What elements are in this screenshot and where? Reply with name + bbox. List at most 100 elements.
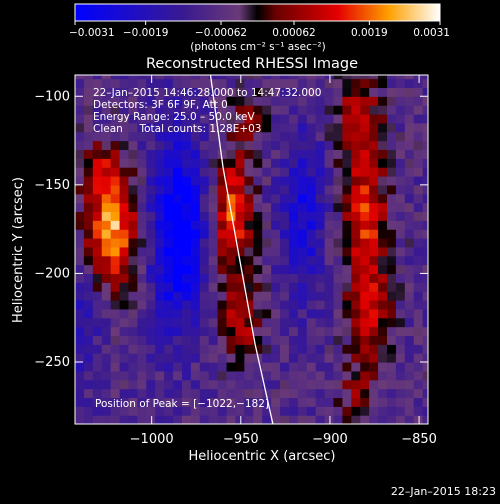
heatmap-cell (164, 113, 174, 124)
heatmap-cell (342, 308, 352, 319)
heatmap-cell (190, 282, 201, 292)
heatmap-cell (324, 299, 335, 310)
heatmap-cell (137, 75, 147, 80)
heatmap-cell (92, 87, 103, 97)
heatmap-cell (404, 202, 415, 213)
heatmap-cell (190, 96, 201, 106)
heatmap-cell (92, 122, 103, 133)
heatmap-cell (413, 370, 424, 381)
heatmap-cell (155, 149, 165, 159)
heatmap-image (75, 75, 428, 424)
heatmap-cell (190, 122, 201, 133)
heatmap-cell (369, 299, 379, 310)
heatmap-cell (226, 388, 237, 399)
heatmap-cell (155, 158, 165, 168)
heatmap-cell (271, 370, 281, 381)
heatmap-cell (119, 335, 130, 345)
heatmap-cell (190, 211, 201, 221)
heatmap-cell (324, 246, 335, 257)
heatmap-cell (101, 122, 112, 133)
heatmap-cell (155, 78, 165, 88)
heatmap-cell (271, 415, 281, 424)
heatmap-cell (155, 282, 165, 292)
heatmap-cell (422, 78, 428, 88)
heatmap-cell (413, 113, 424, 124)
heatmap-cell (92, 335, 103, 345)
heatmap-cell (244, 87, 254, 97)
heatmap-cell (315, 273, 326, 283)
heatmap-cell (164, 299, 174, 310)
heatmap-cell (128, 229, 138, 239)
heatmap-cell (244, 149, 254, 159)
heatmap-cell (181, 105, 192, 115)
heatmap-cell (306, 229, 317, 239)
heatmap-cell (386, 149, 397, 159)
heatmap-cell (190, 237, 201, 248)
heatmap-cell (360, 211, 370, 221)
heatmap-cell (235, 379, 245, 390)
heatmap-cell (75, 317, 85, 328)
heatmap-cell (315, 140, 326, 151)
heatmap-cell (306, 317, 317, 328)
heatmap-cell (190, 344, 201, 354)
heatmap-cell (288, 299, 299, 310)
heatmap-cell (280, 122, 290, 133)
heatmap-cell (297, 379, 308, 390)
heatmap-cell (83, 113, 94, 124)
heatmap-cell (146, 308, 156, 319)
heatmap-cell (226, 379, 237, 390)
heatmap-cell (315, 317, 326, 328)
heatmap-cell (83, 264, 94, 275)
heatmap-cell (190, 158, 201, 168)
heatmap-cell (235, 388, 245, 399)
heatmap-cell (244, 96, 254, 106)
heatmap-cell (110, 353, 121, 363)
x-tick-label: −1000 (130, 432, 174, 447)
heatmap-cell (342, 211, 352, 221)
heatmap-cell (208, 379, 219, 390)
heatmap-cell (404, 415, 415, 424)
heatmap-cell (226, 202, 237, 213)
heatmap-cell (173, 264, 183, 275)
heatmap-cell (324, 353, 335, 363)
heatmap-cell (422, 175, 428, 186)
heatmap-cell (297, 237, 308, 248)
heatmap-cell (378, 211, 388, 221)
heatmap-cell (110, 229, 121, 239)
heatmap-cell (288, 211, 299, 221)
x-tick-label: −900 (312, 432, 348, 447)
heatmap-cell (137, 379, 147, 390)
heatmap-cell (315, 291, 326, 301)
heatmap-cell (92, 388, 103, 399)
heatmap-cell (101, 87, 112, 97)
heatmap-cell (378, 87, 388, 97)
heatmap-cell (146, 282, 156, 292)
heatmap-cell (297, 291, 308, 301)
heatmap-cell (119, 397, 130, 407)
heatmap-cell (262, 113, 272, 124)
heatmap-cell (181, 255, 192, 266)
heatmap-cell (164, 282, 174, 292)
heatmap-cell (101, 113, 112, 124)
heatmap-cell (164, 175, 174, 186)
heatmap-cell (324, 96, 335, 106)
heatmap-cell (75, 184, 85, 195)
heatmap-cell (199, 167, 210, 177)
heatmap-cell (217, 246, 228, 257)
heatmap-cell (413, 291, 424, 301)
heatmap-cell (199, 273, 210, 283)
heatmap-cell (110, 326, 121, 337)
heatmap-cell (110, 317, 121, 328)
heatmap-cell (164, 202, 174, 213)
heatmap-cell (155, 96, 165, 106)
heatmap-cell (404, 379, 415, 390)
heatmap-cell (369, 184, 379, 195)
heatmap-cell (75, 282, 85, 292)
heatmap-cell (128, 273, 138, 283)
heatmap-cell (360, 96, 370, 106)
heatmap-cell (137, 131, 147, 142)
heatmap-cell (288, 397, 299, 407)
heatmap-cell (235, 361, 245, 372)
heatmap-cell (92, 370, 103, 381)
heatmap-cell (208, 273, 219, 283)
